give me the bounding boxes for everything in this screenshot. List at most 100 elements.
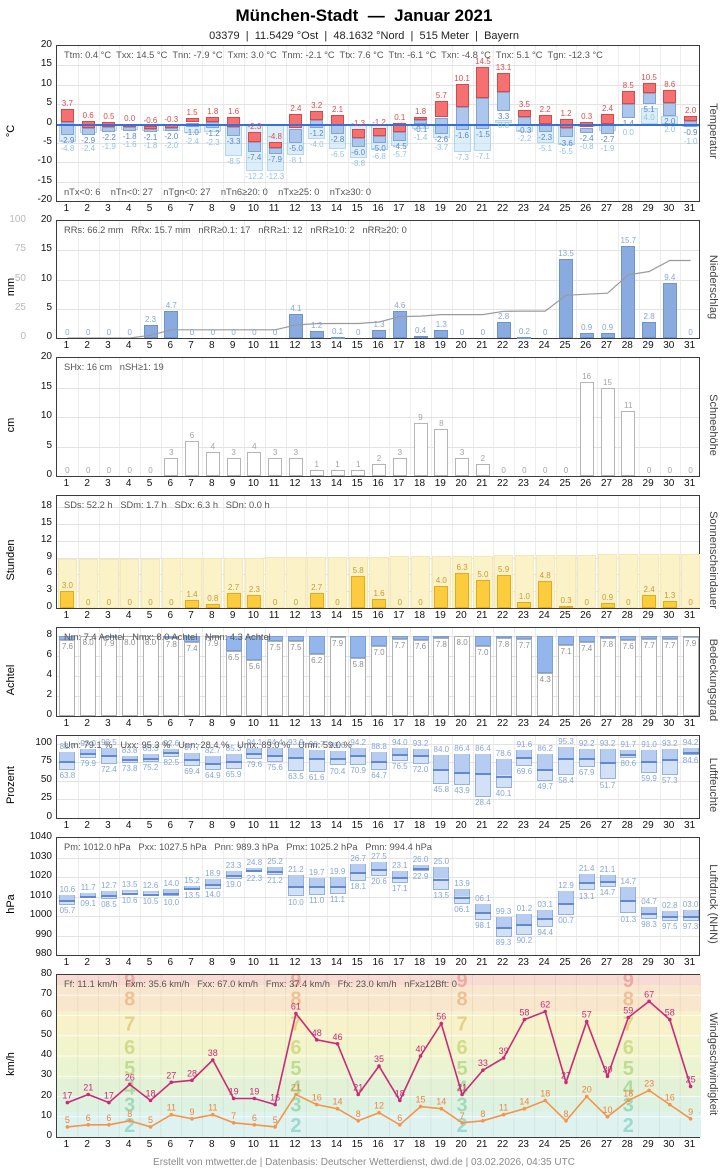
value-label: 9	[418, 412, 423, 422]
wind-gust-marker	[252, 1096, 257, 1101]
wind-mean-value-label: 14	[436, 1097, 446, 1107]
range-bar-upper	[455, 753, 470, 772]
day-label: 13	[310, 203, 322, 214]
bar-sunshine	[496, 575, 511, 608]
value-label: 84.0	[433, 745, 450, 755]
value-label: 72.4	[101, 765, 117, 774]
cumulative-precipitation-line	[67, 259, 691, 338]
wind-mean-marker	[127, 1119, 132, 1123]
range-bar-upper	[268, 747, 283, 755]
grid-line-v	[160, 736, 162, 818]
value-label: 80.6	[620, 758, 637, 768]
value-label: 24.8	[246, 857, 263, 867]
value-label: 2.0	[685, 105, 697, 115]
value-label: 0	[626, 598, 631, 607]
value-label: 11.0	[309, 895, 325, 905]
bar-temp-min	[372, 135, 386, 143]
day-label: 15	[351, 718, 363, 729]
value-label: 14.5	[475, 57, 491, 67]
value-label: -6.8	[372, 152, 386, 162]
grid-line-h	[57, 104, 699, 106]
day-label: 13	[310, 1139, 322, 1150]
value-label: 1.4	[622, 119, 634, 129]
value-label: -2.2	[517, 134, 532, 144]
mean-line	[184, 759, 200, 762]
y-tick-label: 15	[40, 58, 52, 70]
wind-gust-value-label: 58	[665, 1008, 675, 1018]
wind-gust-marker	[107, 1100, 111, 1105]
value-label: 0.2	[518, 326, 530, 336]
day-label: 31	[684, 610, 696, 621]
y-tick-label: -10	[37, 155, 52, 167]
wind-mean-marker	[169, 1112, 174, 1117]
range-bar-upper	[621, 887, 636, 901]
day-label: 17	[393, 957, 405, 968]
bar-snow	[309, 470, 324, 476]
range-bar-upper	[81, 893, 96, 896]
bar-clear-sky	[433, 636, 450, 638]
value-label: 0.5	[103, 111, 115, 121]
value-label: -1.8	[143, 141, 158, 151]
day-label: 4	[125, 610, 132, 621]
value-label: -1.2	[372, 118, 386, 128]
grid-line-v	[617, 736, 619, 818]
day-label: 25	[559, 820, 571, 831]
y-tick-label: -15	[37, 174, 52, 186]
bar-precipitation	[372, 330, 386, 338]
bar-clear-sky	[287, 636, 304, 641]
value-label: 86.4	[475, 743, 491, 753]
bar-ground-min	[495, 120, 513, 124]
bar-temp-min	[227, 126, 241, 137]
wind-gust-marker	[356, 1092, 361, 1097]
bar-precipitation	[559, 259, 573, 338]
wind-mean-value-label: 5	[148, 1115, 153, 1125]
value-label: 5.8	[352, 660, 364, 669]
plot-column: Nm: 7.4 Achtel Nmx: 8.0 Achtel Nmn: 4.3 …	[56, 627, 700, 732]
day-label: 21	[476, 820, 488, 831]
wind-mean-value-label: 6	[252, 1113, 257, 1123]
value-label: 01.3	[620, 914, 637, 924]
range-bar-upper	[662, 910, 677, 916]
bar-cloud-cover	[308, 654, 325, 716]
bar-cloud-cover	[661, 639, 678, 716]
day-label: 14	[330, 718, 343, 729]
range-bar-upper	[517, 913, 532, 925]
value-label: 40.1	[495, 789, 512, 799]
value-label: 93.2	[662, 738, 678, 748]
value-label: 45.8	[433, 784, 450, 794]
bar-sunshine	[662, 600, 677, 608]
grid-line-v	[534, 628, 536, 716]
value-label: 3	[169, 448, 174, 458]
wind-gust-marker	[439, 1021, 444, 1026]
value-label: 8.0	[456, 638, 468, 647]
grid-line-v	[77, 736, 79, 818]
grid-line-v	[223, 736, 225, 818]
bar-cloud-cover	[391, 639, 408, 716]
value-label: 7.4	[581, 644, 593, 653]
wind-gust-marker	[460, 1092, 464, 1097]
grid-line-v	[181, 736, 183, 818]
day-label: 8	[209, 957, 215, 968]
value-label: 83.8	[121, 745, 138, 755]
value-label: 2.0	[664, 125, 676, 135]
wind-gust-marker	[169, 1080, 174, 1085]
y-tick-label: 1020	[29, 870, 52, 881]
bar-sunshine	[351, 575, 366, 608]
value-label: 5.0	[477, 570, 489, 579]
grid-line-v	[77, 496, 79, 608]
value-label: 1	[335, 460, 340, 470]
wind-mean-value-label: 14	[332, 1097, 342, 1107]
day-label: 5	[146, 340, 153, 351]
mean-line	[495, 775, 512, 778]
bar-snow	[579, 381, 594, 476]
day-label: 11	[268, 340, 280, 351]
value-label: -6.0	[351, 147, 366, 157]
day-label: 18	[413, 957, 426, 968]
value-label: 0	[85, 466, 91, 475]
value-label: 0	[127, 466, 132, 475]
y-tick-label: 0	[46, 601, 52, 612]
day-label: 15	[351, 478, 363, 489]
grid-line-v	[430, 736, 432, 818]
value-label: 2.4	[290, 104, 302, 114]
day-label: 12	[289, 203, 301, 214]
